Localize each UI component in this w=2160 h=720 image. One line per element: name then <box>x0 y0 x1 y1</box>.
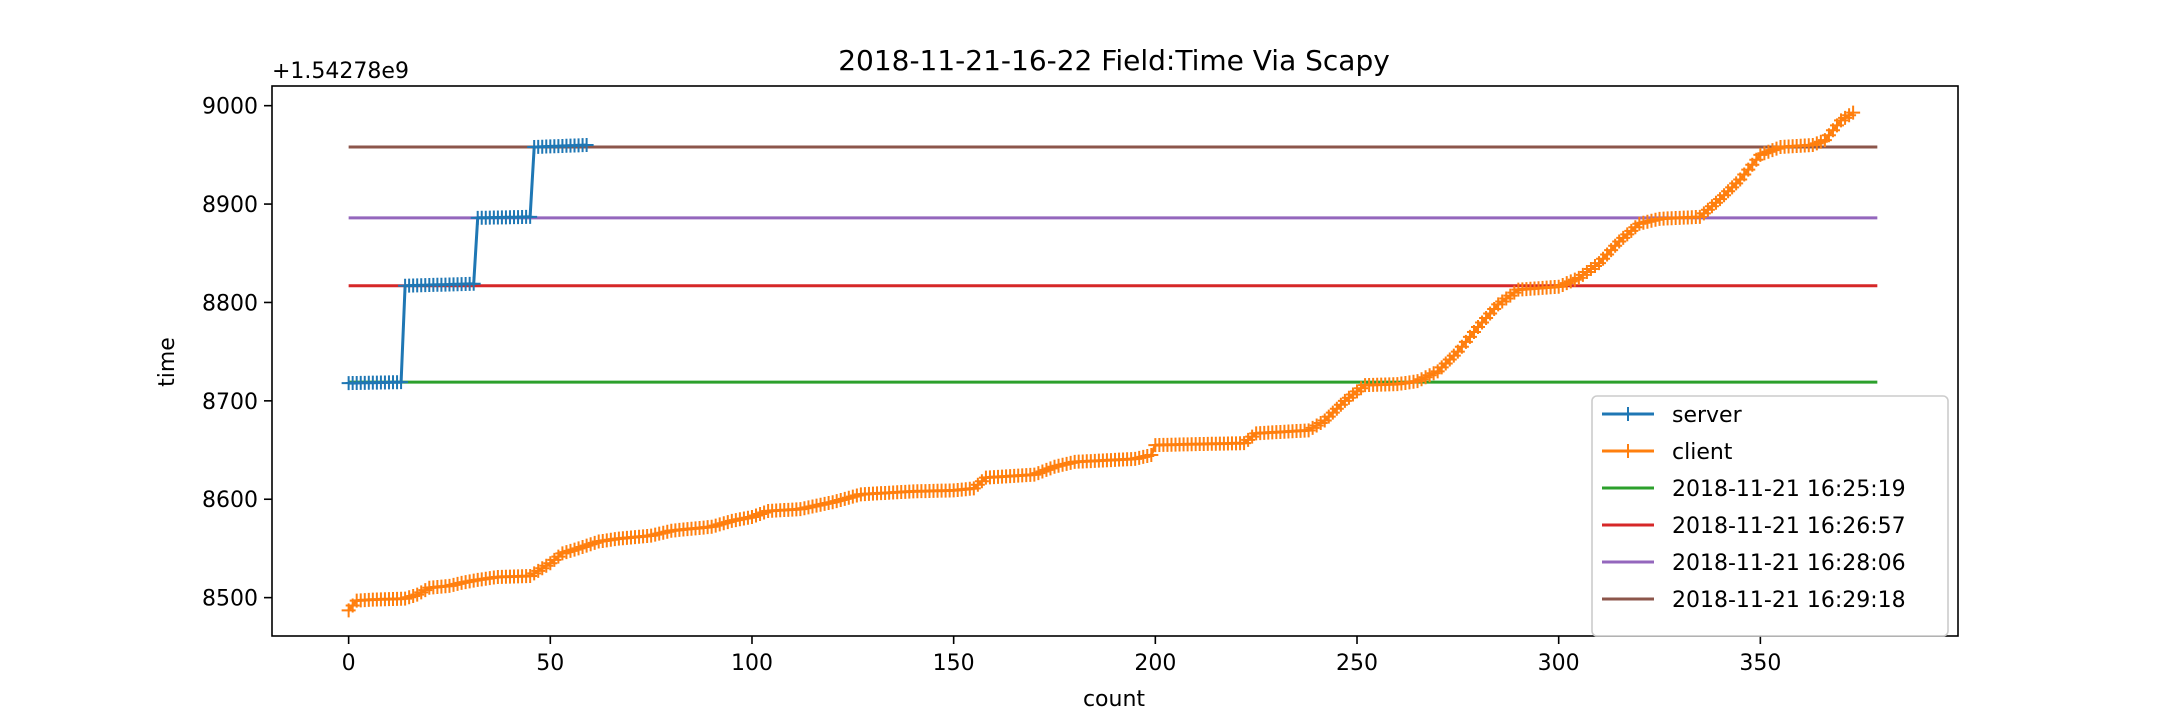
x-tick-label: 0 <box>342 651 356 676</box>
x-tick-label: 100 <box>731 651 773 676</box>
x-axis-label: count <box>1083 687 1145 712</box>
legend: server client 2018-11-21 16:25:19 2018-11-2… <box>1591 395 1949 637</box>
y-tick-label: 9000 <box>202 95 258 120</box>
x-tick-label: 200 <box>1134 651 1176 676</box>
y-tick-label: 8600 <box>202 488 258 513</box>
plot-area <box>341 105 1878 618</box>
data-point <box>1144 447 1159 462</box>
data-point <box>579 138 594 153</box>
data-point <box>466 276 481 291</box>
legend-box <box>1591 395 1949 637</box>
y-tick-label: 8900 <box>202 193 258 218</box>
y-tick-label: 8700 <box>202 390 258 415</box>
y-tick-label: 8500 <box>202 587 258 612</box>
x-tick-label: 300 <box>1538 651 1580 676</box>
data-point <box>394 375 409 390</box>
legend-label: 2018-11-21 16:29:18 <box>1672 588 1906 613</box>
x-tick-label: 350 <box>1739 651 1781 676</box>
x-axis: 0 50 100 150 200 250 300 350 <box>342 636 1781 676</box>
y-axis-offset-label: +1.54278e9 <box>272 59 409 84</box>
plot-frame <box>271 85 1959 637</box>
y-tick-label: 8800 <box>202 291 258 316</box>
legend-label: 2018-11-21 16:25:19 <box>1672 477 1906 502</box>
legend-label: 2018-11-21 16:26:57 <box>1672 514 1906 539</box>
legend-label: 2018-11-21 16:28:06 <box>1672 551 1906 576</box>
data-point <box>523 209 538 224</box>
legend-marker <box>1621 407 1635 421</box>
y-axis-label: time <box>155 337 180 387</box>
series-markers-server <box>341 138 594 391</box>
data-point <box>1846 105 1861 120</box>
chart-title: 2018-11-21-16-22 Field:Time Via Scapy <box>838 44 1390 77</box>
series-markers-client <box>341 105 1861 618</box>
legend-marker <box>1621 444 1635 458</box>
x-tick-label: 150 <box>933 651 975 676</box>
y-axis: 8500 8600 8700 8800 8900 9000 <box>202 95 272 612</box>
x-tick-label: 250 <box>1336 651 1378 676</box>
legend-label: client <box>1672 440 1733 465</box>
legend-label: server <box>1672 403 1743 428</box>
x-tick-label: 50 <box>536 651 564 676</box>
